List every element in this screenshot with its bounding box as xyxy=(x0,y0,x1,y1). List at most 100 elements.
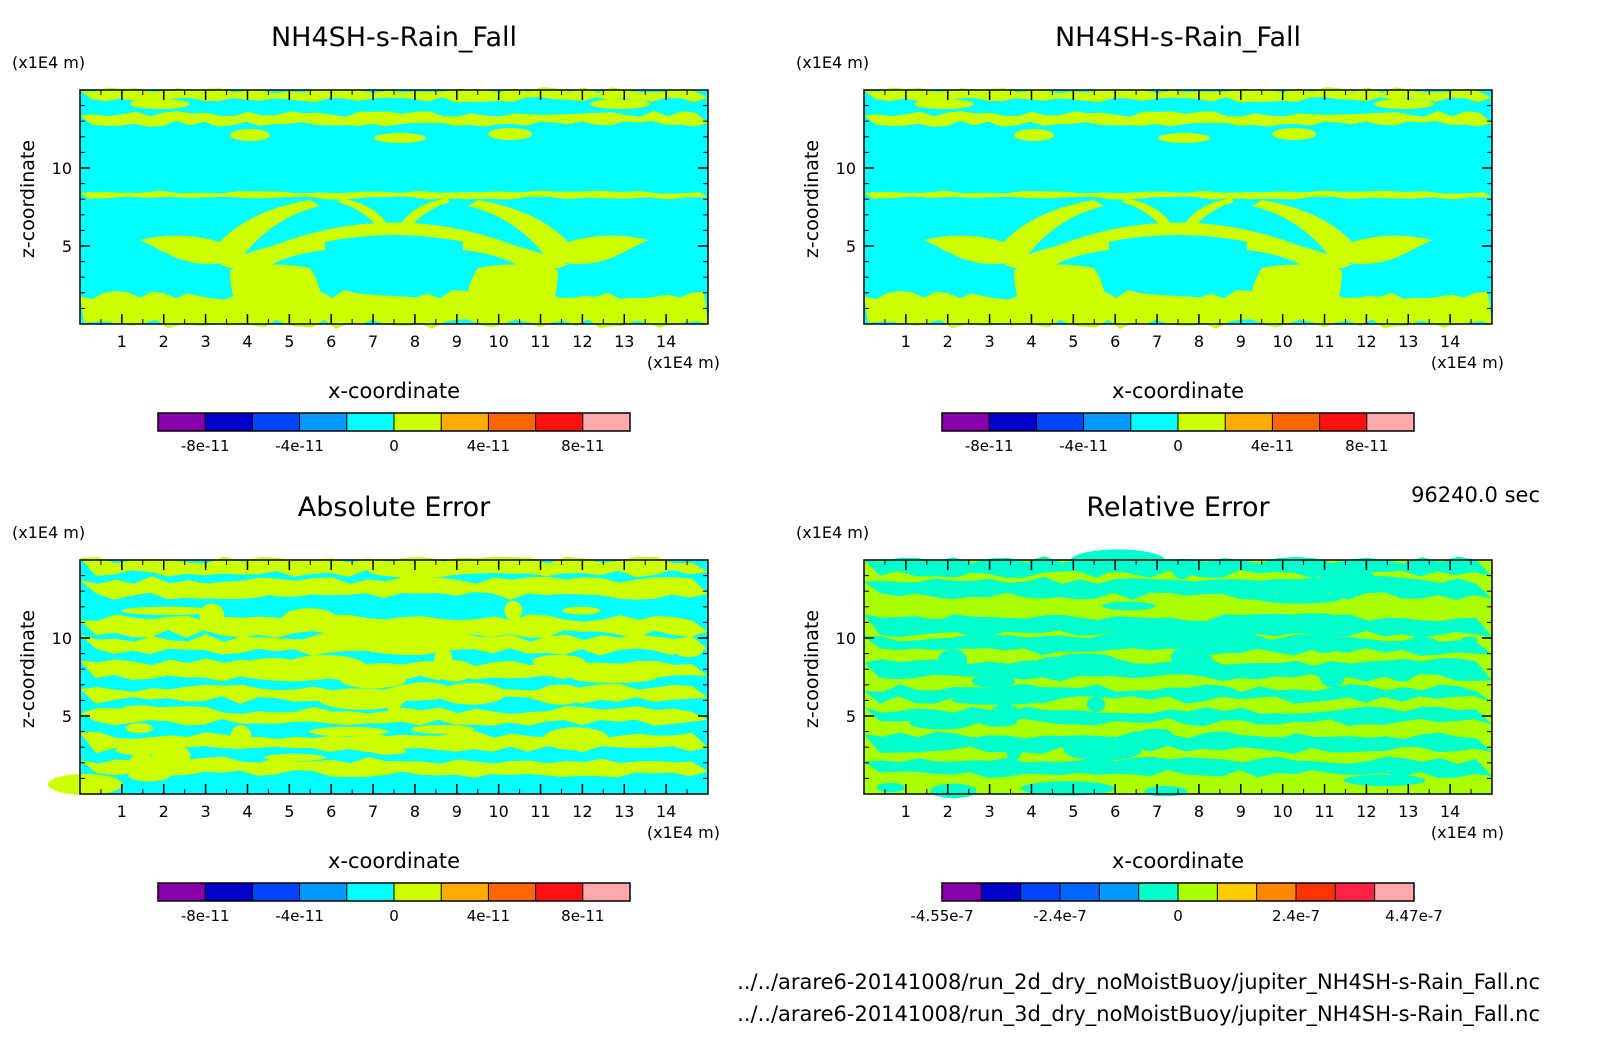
colorbar-segment xyxy=(394,413,442,431)
y-axis-label: z-coordinate xyxy=(17,610,39,728)
x-tick-label: 5 xyxy=(284,802,294,821)
colorbar-label: 0 xyxy=(389,437,399,455)
x-tick-label: 2 xyxy=(159,332,169,351)
colorbar-label: 8e-11 xyxy=(1345,437,1388,455)
colorbar-segment xyxy=(488,883,537,901)
colorbar-segment xyxy=(582,413,631,431)
y-unit-label: (x1E4 m) xyxy=(12,523,85,542)
colorbar-segment xyxy=(346,883,395,901)
y-tick-label: 10 xyxy=(52,629,72,648)
colorbar-label: 0 xyxy=(389,907,399,925)
colorbar: -8e-11 -4e-11 0 4e-11 8e-11 xyxy=(157,412,631,455)
x-tick-label: 10 xyxy=(488,802,508,821)
y-tick-label: 10 xyxy=(836,159,856,178)
x-axis-label: x-coordinate xyxy=(328,849,460,873)
x-tick-label: 4 xyxy=(242,802,252,821)
y-unit-label: (x1E4 m) xyxy=(796,523,869,542)
colorbar-label: -4e-11 xyxy=(1059,437,1108,455)
x-tick-label: 3 xyxy=(201,332,211,351)
colorbar-segment xyxy=(205,413,253,431)
x-tick-label: 9 xyxy=(1236,332,1246,351)
x-axis-label: x-coordinate xyxy=(1112,379,1244,403)
colorbar-segment xyxy=(252,883,301,901)
x-tick-label: 1 xyxy=(901,332,911,351)
file-path-1: ../../arare6-20141008/run_2d_dry_noMoist… xyxy=(737,970,1540,995)
contour-fill xyxy=(864,87,1492,329)
colorbar-label: -8e-11 xyxy=(181,437,230,455)
x-tick-label: 6 xyxy=(326,332,336,351)
x-tick-label: 9 xyxy=(1236,802,1246,821)
colorbar-segment xyxy=(1272,413,1321,431)
x-tick-label: 11 xyxy=(530,802,550,821)
x-tick-label: 4 xyxy=(1026,802,1036,821)
x-tick-label: 8 xyxy=(1194,802,1204,821)
y-unit-label: (x1E4 m) xyxy=(796,53,869,72)
x-tick-label: 13 xyxy=(614,802,634,821)
x-tick-label: 5 xyxy=(1068,332,1078,351)
colorbar-segment xyxy=(299,883,348,901)
y-unit-label: (x1E4 m) xyxy=(12,53,85,72)
contour-fill xyxy=(80,87,708,329)
contour-fill xyxy=(47,556,708,795)
colorbar-segment xyxy=(1217,883,1258,901)
x-tick-label: 11 xyxy=(530,332,550,351)
colorbar-label: 4e-11 xyxy=(1251,437,1294,455)
time-label: 96240.0 sec xyxy=(1411,483,1540,507)
x-tick-label: 6 xyxy=(326,802,336,821)
x-tick-label: 4 xyxy=(1026,332,1036,351)
y-tick-label: 5 xyxy=(846,237,856,256)
x-tick-label: 10 xyxy=(1272,802,1292,821)
x-tick-label: 8 xyxy=(1194,332,1204,351)
colorbar-segment xyxy=(299,413,348,431)
colorbar-segment xyxy=(1130,413,1179,431)
colorbar-segment xyxy=(1374,883,1415,901)
x-tick-label: 1 xyxy=(901,802,911,821)
x-tick-label: 2 xyxy=(159,802,169,821)
x-tick-label: 13 xyxy=(1398,332,1418,351)
panel-title: Relative Error xyxy=(1086,492,1270,523)
colorbar-segment xyxy=(942,413,990,431)
x-unit-label: (x1E4 m) xyxy=(647,823,720,842)
x-tick-label: 14 xyxy=(1440,332,1460,351)
y-axis-label: z-coordinate xyxy=(801,610,823,728)
panel-3: Absolute Error(x1E4 m)1 2 3 4 5 6 7 8 9 10 11 12 13 1… xyxy=(12,492,720,925)
x-tick-label: 9 xyxy=(452,332,462,351)
colorbar-label: -4e-11 xyxy=(275,437,324,455)
x-tick-label: 3 xyxy=(985,332,995,351)
x-tick-label: 1 xyxy=(117,332,127,351)
y-tick-label: 10 xyxy=(52,159,72,178)
colorbar-label: -8e-11 xyxy=(965,437,1014,455)
colorbar-segment xyxy=(441,883,489,901)
x-tick-label: 10 xyxy=(1272,332,1292,351)
x-tick-label: 13 xyxy=(614,332,634,351)
colorbar-segment xyxy=(252,413,301,431)
x-unit-label: (x1E4 m) xyxy=(1431,353,1504,372)
x-tick-label: 11 xyxy=(1314,802,1334,821)
panel-title: NH4SH-s-Rain_Fall xyxy=(1055,22,1301,53)
colorbar-label: -2.4e-7 xyxy=(1033,907,1086,925)
x-tick-label: 6 xyxy=(1110,332,1120,351)
panel-title: Absolute Error xyxy=(298,492,491,523)
colorbar-segment xyxy=(1335,883,1376,901)
x-tick-label: 8 xyxy=(410,802,420,821)
colorbar-segment xyxy=(394,883,442,901)
y-tick-label: 5 xyxy=(846,707,856,726)
colorbar-segment xyxy=(981,883,1022,901)
colorbar-segment xyxy=(942,883,982,901)
colorbar-label: 8e-11 xyxy=(561,907,604,925)
x-tick-label: 12 xyxy=(572,332,592,351)
colorbar-label: -4e-11 xyxy=(275,907,324,925)
y-tick-label: 5 xyxy=(62,237,72,256)
colorbar-label: 4.47e-7 xyxy=(1385,907,1443,925)
colorbar-segment xyxy=(1178,413,1226,431)
colorbar-segment xyxy=(1178,883,1218,901)
x-tick-label: 2 xyxy=(943,332,953,351)
y-axis-label: z-coordinate xyxy=(17,140,39,258)
x-tick-label: 7 xyxy=(368,802,378,821)
colorbar: -8e-11 -4e-11 0 4e-11 8e-11 xyxy=(157,882,631,925)
panel-1: NH4SH-s-Rain_Fall(x1E4 m)1 2 3 4 5 6 7 8 9 10 11 12… xyxy=(12,22,720,455)
x-tick-label: 12 xyxy=(1356,332,1376,351)
